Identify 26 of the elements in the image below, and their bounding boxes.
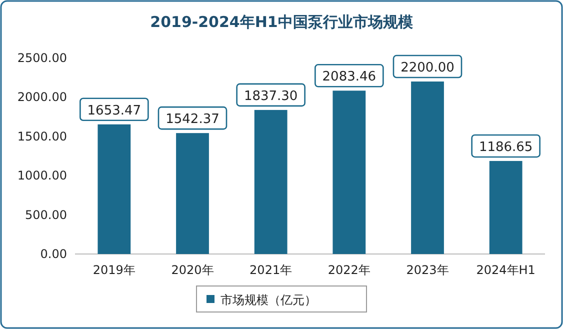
bar [332, 90, 366, 254]
x-tick-label: 2020年 [171, 263, 214, 277]
y-tick-label: 1000.00 [17, 168, 67, 183]
bar [176, 133, 209, 254]
bar [489, 160, 522, 254]
x-tick-label: 2019年 [92, 263, 136, 277]
data-label: 2083.46 [322, 70, 376, 85]
bar [98, 124, 131, 254]
data-label: 1837.30 [244, 88, 298, 104]
x-tick-label: 2021年 [250, 263, 292, 277]
legend-label: 市场规模（亿元） [220, 293, 316, 307]
data-label: 1653.47 [87, 103, 142, 118]
x-tick-label: 2024年H1 [476, 263, 536, 277]
bar [411, 82, 444, 254]
chart-title: 2019-2024年H1中国泵行业市场规模 [150, 13, 414, 31]
y-tick-label: 1500.00 [17, 129, 67, 144]
y-tick-label: 500.00 [25, 208, 67, 222]
data-label: 1542.37 [166, 112, 220, 128]
y-tick-label: 2000.00 [17, 90, 67, 104]
y-tick-label: 0.00 [40, 247, 67, 261]
data-label: 1186.65 [478, 140, 533, 155]
bar [254, 110, 288, 254]
x-tick-label: 2022年 [328, 263, 370, 277]
x-tick-label: 2023年 [406, 263, 449, 277]
y-tick-label: 2500.00 [17, 51, 67, 65]
data-label: 2200.00 [400, 60, 454, 76]
